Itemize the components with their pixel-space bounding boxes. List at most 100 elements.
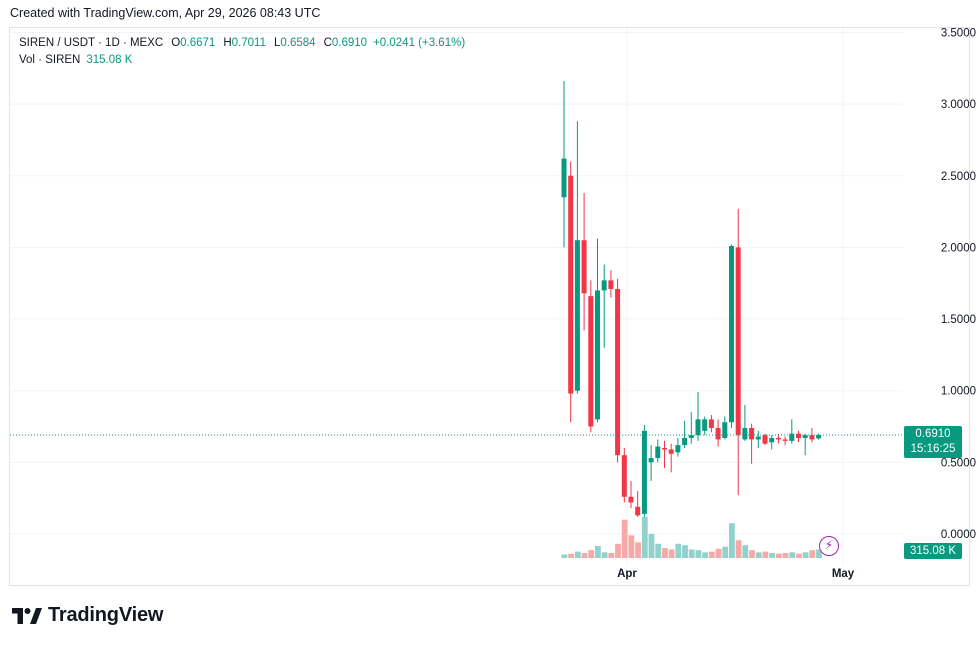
chart-legend: SIREN / USDT · 1D · MEXC O0.6671 H0.7011 L0… bbox=[19, 35, 465, 69]
y-tick-label: 1.5000 bbox=[941, 314, 976, 326]
candle-body bbox=[568, 175, 574, 394]
legend-volume-value: 315.08 K bbox=[86, 54, 133, 66]
volume-bar bbox=[581, 553, 588, 558]
legend-close-value: 0.6910 bbox=[331, 37, 368, 49]
candle-body bbox=[735, 247, 741, 436]
legend-close-label: C bbox=[323, 37, 332, 49]
candle-body bbox=[702, 419, 708, 431]
volume-bar bbox=[789, 552, 796, 558]
volume-bar bbox=[749, 550, 755, 558]
legend-high-label: H bbox=[223, 37, 232, 49]
candle-body bbox=[789, 433, 795, 441]
candle-body bbox=[648, 458, 654, 463]
volume-bar bbox=[796, 553, 802, 558]
candle-body bbox=[755, 436, 761, 440]
candle-body bbox=[574, 240, 580, 391]
candle-body bbox=[675, 445, 681, 453]
candle-body bbox=[742, 427, 748, 440]
volume-bar bbox=[568, 553, 574, 558]
candle-body bbox=[782, 439, 788, 441]
volume-bar bbox=[668, 549, 675, 558]
x-tick-label: Apr bbox=[617, 568, 637, 580]
y-tick-label: 2.0000 bbox=[941, 242, 976, 254]
volume-bar bbox=[682, 545, 688, 558]
candle-body bbox=[708, 419, 714, 428]
legend-change-value: +0.0241 (+3.61%) bbox=[373, 37, 466, 49]
volume-bar bbox=[735, 540, 742, 558]
volume-bar bbox=[722, 546, 729, 558]
candle-body bbox=[621, 455, 627, 497]
volume-bar bbox=[715, 548, 722, 558]
volume-bar bbox=[641, 516, 648, 558]
volume-bar bbox=[662, 548, 668, 558]
candle-body bbox=[628, 496, 634, 503]
volume-bar bbox=[588, 550, 595, 558]
volume-bar bbox=[621, 519, 628, 558]
y-tick-label: 3.0000 bbox=[941, 99, 976, 111]
volume-bar bbox=[742, 545, 749, 558]
y-tick-label: 3.5000 bbox=[941, 27, 976, 39]
legend-volume-label[interactable]: Vol · SIREN bbox=[19, 54, 81, 66]
volume-bar bbox=[648, 533, 655, 558]
candle-body bbox=[601, 280, 607, 291]
volume-bar bbox=[708, 551, 715, 558]
volume-bar bbox=[608, 553, 615, 558]
candle-body bbox=[729, 245, 734, 423]
tradingview-logo-icon bbox=[12, 607, 42, 624]
y-tick-label: 0.5000 bbox=[941, 457, 976, 469]
candle-body bbox=[588, 296, 594, 427]
candle-body bbox=[769, 437, 775, 443]
volume-bar bbox=[816, 549, 822, 558]
volume-bar bbox=[762, 551, 769, 558]
volume-bar bbox=[635, 542, 641, 558]
legend-low-label: L bbox=[273, 37, 281, 49]
volume-bar bbox=[809, 550, 816, 558]
candle-body bbox=[809, 435, 815, 440]
chart-frame[interactable] bbox=[9, 27, 970, 586]
volume-bar bbox=[702, 552, 708, 558]
volume-bar bbox=[615, 543, 621, 558]
volume-bar bbox=[729, 523, 735, 558]
lightning-icon[interactable]: ⚡ bbox=[819, 536, 839, 556]
legend-high-value: 0.7011 bbox=[231, 37, 266, 49]
legend-open-label: O bbox=[171, 37, 181, 49]
x-tick-label: May bbox=[832, 568, 855, 580]
volume-bar bbox=[775, 553, 782, 558]
volume-bar bbox=[769, 553, 775, 558]
last-price-value: 0.6910 bbox=[915, 428, 951, 440]
candle-body bbox=[615, 288, 621, 456]
candle-body bbox=[749, 427, 755, 440]
candle-body bbox=[802, 435, 808, 438]
volume-bar bbox=[655, 543, 662, 558]
candle-body bbox=[762, 435, 768, 444]
created-with-caption: Created with TradingView.com, Apr 29, 20… bbox=[10, 6, 321, 20]
candle-body bbox=[561, 158, 567, 198]
candle-body bbox=[595, 290, 600, 420]
candle-body bbox=[796, 433, 801, 438]
volume-bar bbox=[695, 550, 702, 558]
candle-body bbox=[655, 446, 661, 459]
candle-body bbox=[641, 430, 647, 514]
legend-symbol[interactable]: SIREN / USDT · 1D · MEXC bbox=[19, 37, 164, 49]
volume-bar bbox=[688, 549, 695, 558]
candle-body bbox=[695, 419, 701, 436]
candle-body bbox=[715, 427, 721, 440]
volume-bar bbox=[675, 543, 682, 558]
volume-bar bbox=[574, 551, 581, 558]
brand-name: TradingView bbox=[48, 604, 164, 626]
volume-bar bbox=[755, 552, 762, 558]
candle-body bbox=[816, 434, 822, 439]
candle-body bbox=[662, 448, 667, 450]
candle-body bbox=[668, 449, 674, 454]
y-tick-label: 1.0000 bbox=[941, 386, 976, 398]
candle-body bbox=[581, 240, 587, 294]
candle-body bbox=[688, 435, 694, 438]
bar-countdown: 15:16:25 bbox=[910, 443, 956, 455]
last-price-tag: 0.6910 15:16:25 bbox=[904, 426, 962, 458]
y-tick-label: 0.0000 bbox=[941, 529, 976, 541]
candle-body bbox=[722, 422, 728, 438]
tradingview-logo: TradingView bbox=[12, 604, 163, 627]
volume-tag: 315.08 K bbox=[904, 543, 962, 559]
volume-bar bbox=[561, 554, 568, 558]
